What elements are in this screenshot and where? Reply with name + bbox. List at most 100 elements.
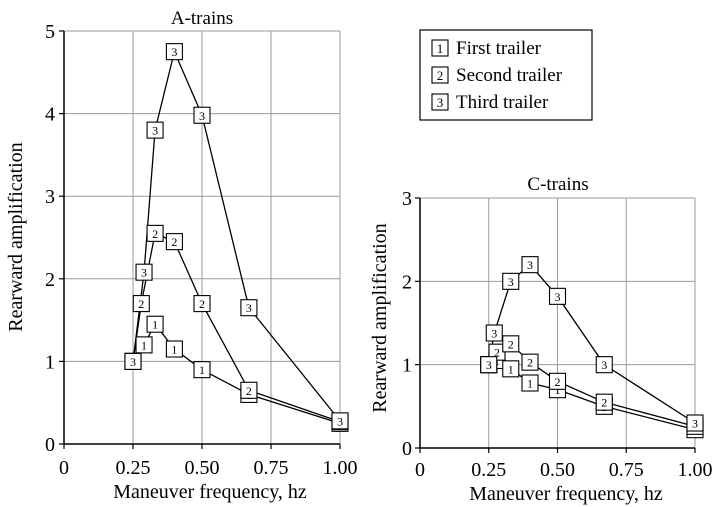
data-point-marker-label: 3	[486, 358, 492, 372]
c-trains-x-tick-label: 0	[415, 459, 425, 481]
c-trains-data-point-series-3: 3	[480, 356, 498, 374]
a-trains-data-point-series-3: 3	[193, 106, 211, 124]
data-point-marker-label: 3	[601, 358, 607, 372]
data-point-box	[146, 224, 164, 242]
a-trains-data-point-series-3: 3	[331, 412, 349, 430]
data-point-marker-label: 3	[152, 124, 158, 138]
a-trains-x-tick-label: 0	[59, 457, 69, 479]
data-point-box	[480, 356, 498, 374]
a-trains-series-line-2	[132, 232, 341, 423]
c-trains-series-line-1	[488, 359, 696, 431]
c-trains-title: C-trains	[527, 174, 588, 195]
data-point-box	[521, 374, 539, 392]
a-trains-data-point-series-2: 2	[132, 295, 150, 313]
data-point-box	[521, 353, 539, 371]
legend-marker-label: 1	[437, 41, 444, 56]
data-point-marker-label: 1	[555, 383, 561, 397]
data-point-marker-label: 2	[138, 297, 144, 311]
c-trains-data-point-series-1: 1	[502, 360, 520, 378]
data-point-box	[548, 372, 567, 390]
a-trains-data-point-series-1: 1	[146, 315, 164, 333]
a-trains-data-point-series-3: 3	[240, 299, 258, 317]
data-point-box	[135, 263, 153, 281]
c-trains-y-tick-label: 2	[402, 271, 412, 293]
c-trains-data-point-series-3: 3	[686, 414, 704, 432]
a-trains-y-tick-label: 0	[45, 434, 55, 456]
data-point-box	[193, 295, 211, 313]
data-point-marker-label: 1	[171, 343, 177, 357]
c-trains-x-tick-label: 0.25	[471, 459, 506, 481]
data-point-marker-label: 3	[692, 417, 698, 431]
c-trains-data-point-series-2: 2	[502, 335, 520, 353]
data-point-box	[240, 381, 258, 399]
legend-box	[419, 29, 593, 121]
data-point-box	[124, 352, 142, 370]
data-point-box	[521, 256, 539, 274]
legend-marker-label: 3	[437, 95, 444, 110]
data-point-marker-label: 3	[246, 301, 252, 315]
legend-marker-label: 2	[437, 68, 444, 83]
data-point-box	[193, 361, 211, 379]
a-trains-panel: 0 0.25 0.50 0.75 1.00012345A-trainsManeuver …	[5, 8, 358, 503]
a-trains-series-line-3	[132, 49, 341, 422]
data-point-marker-label: 1	[508, 362, 514, 376]
c-trains-data-point-series-2: 2	[595, 393, 613, 411]
c-trains-y-tick-label: 0	[402, 438, 412, 460]
data-point-marker-label: 1	[152, 318, 158, 332]
data-point-box	[595, 356, 613, 374]
a-trains-data-point-series-1: 1	[165, 340, 183, 358]
c-trains-data-point-series-3: 3	[595, 356, 613, 374]
data-point-box	[686, 414, 704, 432]
a-trains-series-line-1	[132, 323, 341, 424]
c-trains-series-line-3	[488, 263, 696, 424]
legend-entry-label: First trailer	[456, 38, 542, 59]
a-trains-y-tick-label: 2	[45, 269, 55, 291]
data-point-box	[485, 324, 503, 342]
data-point-marker-label: 3	[171, 45, 177, 59]
data-point-box	[165, 340, 183, 358]
a-trains-data-point-series-2: 2	[146, 224, 164, 242]
data-point-marker-label: 3	[508, 275, 514, 289]
data-point-box	[502, 272, 520, 290]
a-trains-x-tick-label: 0.75	[254, 457, 289, 479]
data-point-marker-label: 3	[555, 290, 561, 304]
data-point-box	[146, 121, 164, 139]
data-point-marker-label: 2	[494, 346, 500, 360]
data-point-box	[331, 412, 349, 430]
c-trains-y-axis-title: Rearward amplification	[369, 223, 391, 412]
data-point-marker-label: 3	[337, 414, 343, 428]
a-trains-data-point-series-1: 1	[135, 336, 153, 354]
legend-marker-box	[431, 66, 449, 84]
c-trains-data-point-series-1: 1	[521, 374, 539, 392]
data-point-marker-label: 2	[527, 356, 533, 370]
data-point-box	[502, 360, 520, 378]
c-trains-x-tick-label: 0.50	[540, 459, 575, 481]
data-point-box	[132, 295, 150, 313]
a-trains-data-point-series-3: 3	[146, 121, 164, 139]
data-point-marker-label: 1	[199, 363, 205, 377]
legend-marker-box	[431, 93, 449, 111]
data-point-marker-label: 2	[555, 375, 561, 389]
c-trains-data-point-series-2: 2	[548, 372, 567, 390]
a-trains-data-point-series-2: 2	[193, 295, 211, 313]
data-point-box	[135, 336, 153, 354]
data-point-marker-label: 2	[508, 337, 514, 351]
data-point-marker-label: 2	[152, 227, 158, 241]
data-point-box	[502, 335, 520, 353]
a-trains-data-point-series-3: 3	[135, 263, 153, 281]
data-point-box	[548, 287, 567, 305]
c-trains-x-tick-label: 1.00	[678, 459, 713, 481]
data-point-marker-label: 2	[246, 384, 252, 398]
a-trains-data-point-series-2: 2	[165, 233, 183, 251]
c-trains-y-tick-label: 3	[402, 188, 412, 210]
data-point-marker-label: 3	[141, 266, 147, 280]
data-point-box	[193, 106, 211, 124]
a-trains-x-tick-label: 0.50	[185, 457, 220, 479]
a-trains-title: A-trains	[171, 8, 233, 29]
data-point-marker-label: 3	[491, 327, 497, 341]
data-point-box	[146, 315, 164, 333]
c-trains-data-point-series-3: 3	[548, 287, 567, 305]
a-trains-data-point-series-1: 1	[193, 361, 211, 379]
